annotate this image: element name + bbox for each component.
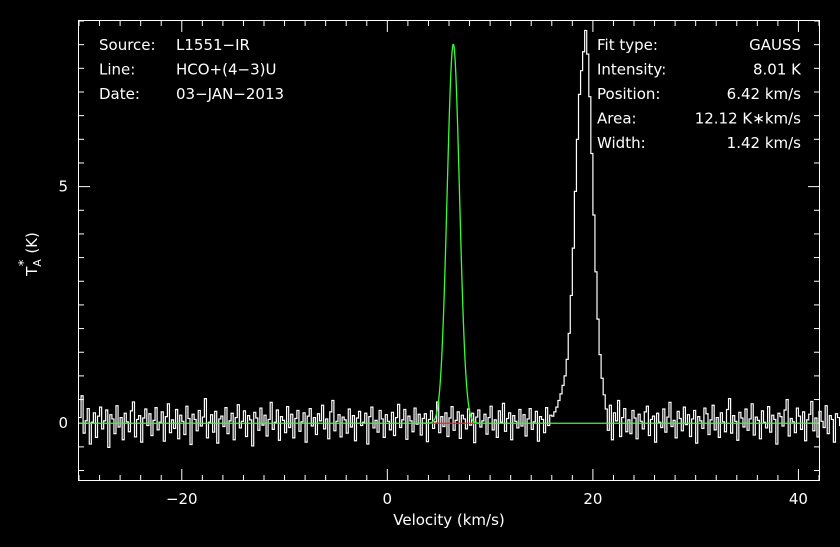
plot-marks [79,29,840,448]
x-axis-label: Velocity (km/s) [393,511,504,529]
x-tick-label: 0 [383,490,393,508]
x-tick-label: −20 [166,490,198,508]
x-tick-label: 20 [583,490,602,508]
y-axis-label-main: T [23,266,41,277]
svg-text:TA*(K): TA* (K) [17,232,44,277]
fit-value: 1.42 km/s [727,134,802,152]
fit-label: Area: [597,110,637,128]
fit-label: Width: [597,134,646,152]
fit-value: 12.12 K∗km/s [695,110,801,128]
y-axis-label: TA* (K) [17,232,44,277]
fit-value: 6.42 km/s [727,85,802,103]
y-axis-label-sub: A [31,259,44,267]
info-value: HCO+(4−3)U [176,61,276,79]
plot-frame [78,20,820,481]
info-value: 03−JAN−2013 [176,85,284,103]
info-label: Line: [99,61,135,79]
x-tick-label: 40 [789,490,808,508]
gaussian-fit-curve [79,43,819,424]
fit-label: Fit type: [597,36,658,54]
y-axis-label-unit: (K) [23,232,41,254]
y-axis-label-sup: * [17,259,32,266]
fit-value: 8.01 K [753,61,802,79]
fit-results-panel: Fit type: GAUSS Intensity: 8.01 K Position: 6… [597,36,802,152]
info-panel-left: Source: L1551−IR Line: HCO+(4−3)U Date: 03−JA… [99,36,284,103]
info-value: L1551−IR [176,36,250,54]
info-label: Source: [99,36,156,54]
info-label: Date: [99,85,140,103]
fit-value: GAUSS [749,36,801,54]
fit-label: Position: [597,85,660,103]
axes: −20 0 20 40 0 5 [58,20,820,508]
spectrum-line [79,29,840,448]
fit-label: Intensity: [597,61,666,79]
y-tick-label: 5 [58,178,68,196]
y-tick-label: 0 [58,414,68,432]
